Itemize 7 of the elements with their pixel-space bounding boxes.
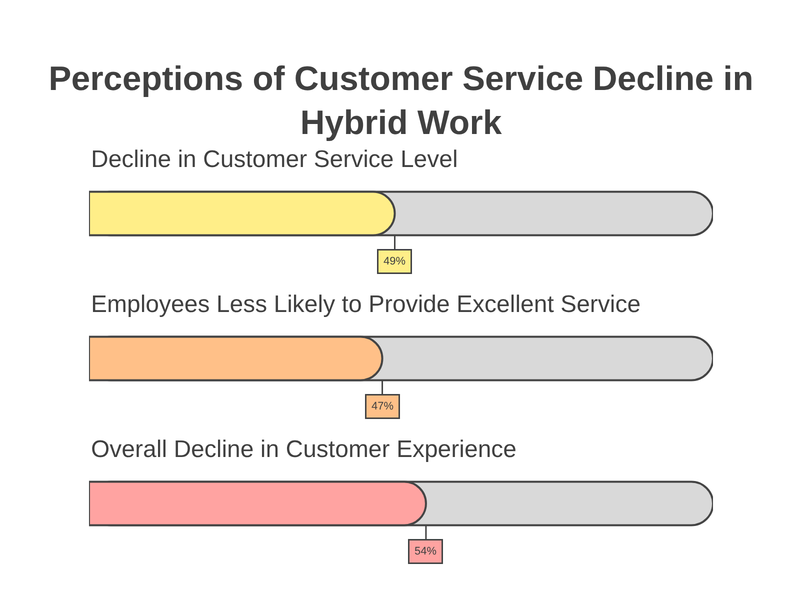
data-label: 49%	[384, 256, 406, 268]
y-tick-label: Employees Less Likely to Provide Excellent Service	[91, 291, 641, 318]
y-tick-label: Overall Decline in Customer Experience	[91, 436, 517, 463]
y-tick-label: Decline in Customer Service Level	[91, 146, 458, 173]
data-label: 54%	[414, 546, 437, 558]
chart-title: Perceptions of Customer Service Decline in Hybrid Work	[48, 60, 754, 142]
data-label: 47%	[372, 400, 394, 412]
